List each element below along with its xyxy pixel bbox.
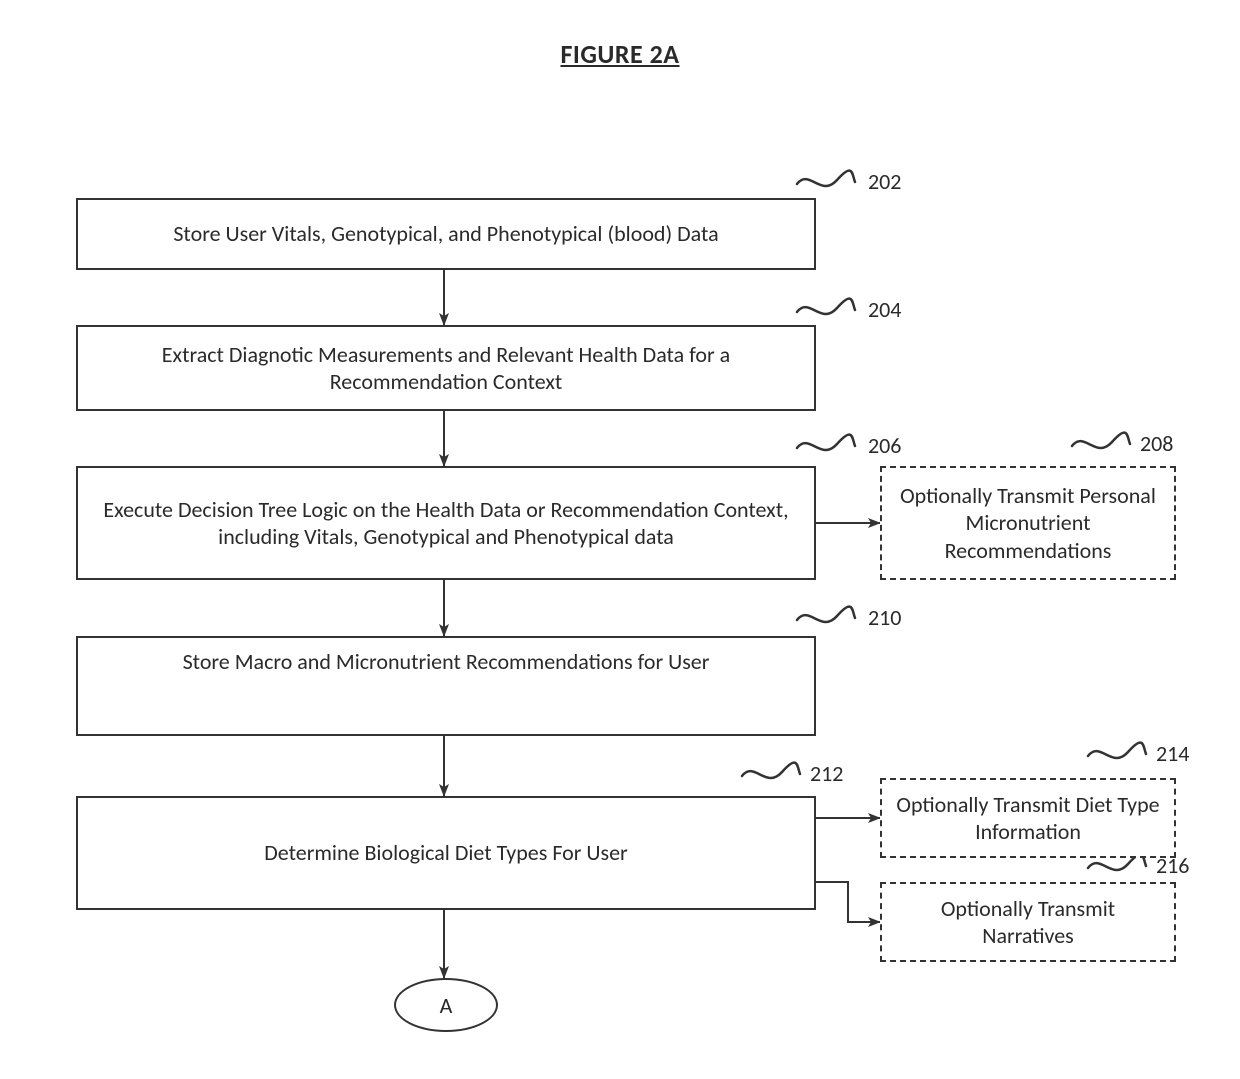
ref-number-210: 210 [868,604,901,631]
flow-node-n206: Execute Decision Tree Logic on the Healt… [76,466,816,580]
off-page-connector-a: A [394,978,498,1032]
flow-node-text: Determine Biological Diet Types For User [264,839,627,867]
flow-node-text: Optionally Transmit Narratives [896,895,1160,950]
flow-node-text: Optionally Transmit Personal Micronutrie… [896,482,1160,565]
flow-node-text: Store Macro and Micronutrient Recommenda… [183,648,710,676]
ref-number-202: 202 [868,168,901,195]
flow-node-text: Store User Vitals, Genotypical, and Phen… [173,220,718,248]
flow-node-n212: Determine Biological Diet Types For User [76,796,816,910]
ref-number-214: 214 [1156,740,1189,767]
flow-node-text: Optionally Transmit Diet Type Informatio… [896,791,1160,846]
figure-title: FIGURE 2A [0,38,1240,70]
flow-node-n210: Store Macro and Micronutrient Recommenda… [76,636,816,736]
flow-node-n204: Extract Diagnotic Measurements and Relev… [76,325,816,411]
off-page-connector-label: A [440,992,453,1019]
flow-node-n202: Store User Vitals, Genotypical, and Phen… [76,198,816,270]
ref-number-216: 216 [1156,852,1189,879]
ref-number-212: 212 [810,760,843,787]
flow-node-n208: Optionally Transmit Personal Micronutrie… [880,466,1176,580]
flow-node-text: Execute Decision Tree Logic on the Healt… [92,496,800,551]
flow-node-n216: Optionally Transmit Narratives [880,882,1176,962]
ref-number-206: 206 [868,432,901,459]
flow-node-text: Extract Diagnotic Measurements and Relev… [92,341,800,396]
ref-number-204: 204 [868,296,901,323]
flow-node-n214: Optionally Transmit Diet Type Informatio… [880,778,1176,858]
ref-number-208: 208 [1140,430,1173,457]
